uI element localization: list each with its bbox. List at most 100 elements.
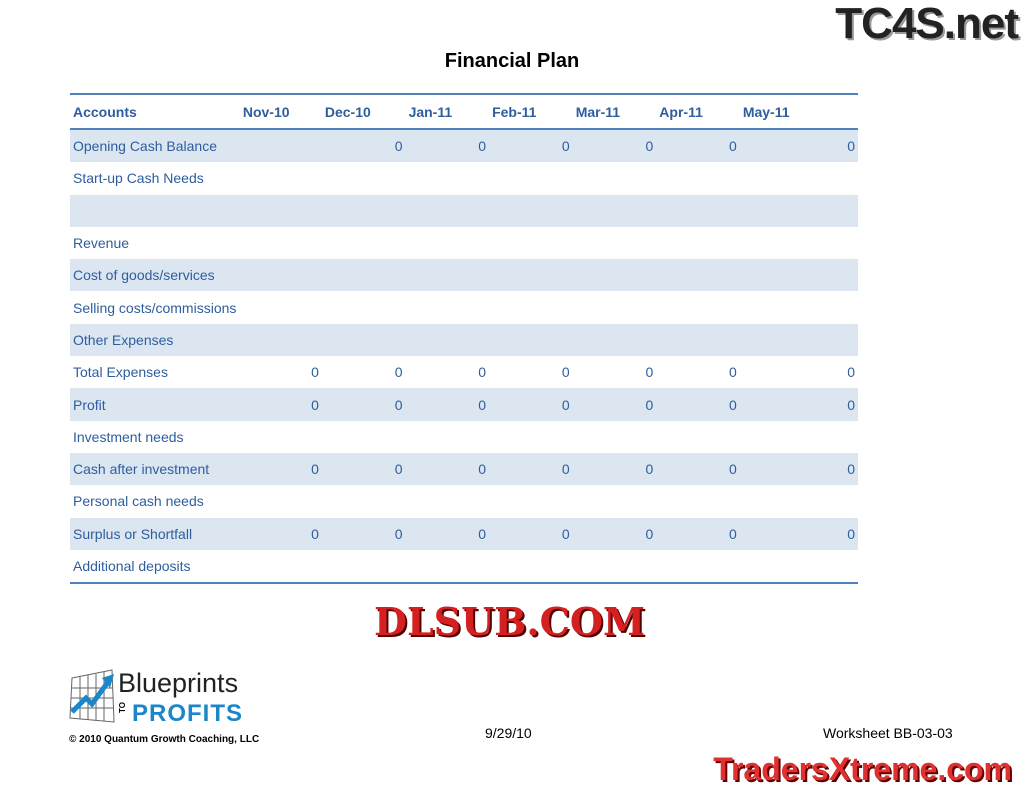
cell-value	[322, 485, 406, 517]
logo-text-profits: PROFITS	[132, 700, 244, 727]
cell-value	[740, 421, 858, 453]
cell-value: 0	[656, 388, 740, 421]
table-row: Profit 0 0 0 0 0 0 0	[70, 388, 858, 421]
cell-value	[322, 421, 406, 453]
cell-value	[573, 291, 657, 323]
cell-value	[573, 421, 657, 453]
table-row: Additional deposits	[70, 550, 858, 583]
cell-value	[740, 550, 858, 583]
chart-grid-logo-icon	[69, 669, 115, 723]
cell-value	[656, 162, 740, 194]
table-row: Investment needs	[70, 421, 858, 453]
cell-value: 0	[739, 517, 858, 550]
cell-value	[573, 485, 657, 517]
table-row: Revenue	[70, 227, 858, 259]
table-row: Cash after investment 0 0 0 0 0 0 0	[70, 452, 858, 486]
table-row	[70, 194, 858, 227]
cell-value	[406, 162, 490, 194]
column-header: Nov-10	[239, 94, 322, 130]
cell-value	[656, 259, 740, 292]
column-header: Dec-10	[321, 94, 406, 130]
logo-to: TO	[118, 702, 127, 713]
cell-value	[489, 291, 573, 323]
cell-value	[656, 421, 740, 453]
cell-value	[239, 194, 322, 227]
cell-value: 0	[572, 452, 657, 486]
table-row: Selling costs/commissions	[70, 291, 858, 323]
cell-value: 0	[561, 364, 570, 381]
column-header	[823, 94, 858, 130]
cell-value	[656, 291, 740, 323]
table-row: Opening Cash Balance 0 0 0 0 0 0	[70, 129, 858, 163]
account-label: Surplus or Shortfall	[70, 517, 240, 550]
cell-value: 0	[572, 388, 657, 421]
cell-value	[489, 194, 573, 227]
table-header: Accounts Nov-10 Dec-10 Jan-11 Feb-11 Mar-11 Ap…	[70, 94, 858, 130]
column-header: Apr-11	[656, 94, 740, 130]
blueprints-logo: Blueprints TO PROFITS	[68, 668, 268, 730]
cell-value	[739, 323, 858, 357]
cell-value	[406, 550, 490, 583]
account-label: Personal cash needs	[73, 493, 204, 510]
cell-value: 0	[405, 452, 490, 486]
cell-value	[740, 162, 858, 194]
watermark-top: TC4S.net	[835, 0, 1019, 48]
cell-value: 0	[729, 364, 737, 381]
cell-value	[321, 194, 406, 227]
cell-value	[405, 323, 490, 357]
account-label: Start-up Cash Needs	[73, 170, 204, 187]
cell-value: 0	[321, 517, 406, 550]
cell-value	[572, 323, 657, 357]
watermark-middle: DLSUB.COM	[374, 599, 646, 644]
cell-value	[489, 421, 573, 453]
cell-value	[406, 485, 490, 517]
cell-value: 0	[739, 388, 858, 421]
cell-value: 0	[311, 364, 319, 381]
cell-value	[572, 259, 657, 292]
cell-value: 0	[489, 388, 573, 421]
cell-value	[239, 323, 322, 357]
account-label: Investment needs	[73, 428, 184, 445]
cell-value	[240, 162, 322, 194]
cell-value: 0	[847, 364, 855, 381]
cell-value	[656, 550, 740, 583]
cell-value	[240, 421, 322, 453]
cell-value: 0	[239, 517, 322, 550]
date: 9/29/10	[485, 725, 532, 741]
cell-value	[240, 550, 322, 583]
table-row: Surplus or Shortfall 0 0 0 0 0 0 0	[70, 517, 858, 550]
cell-value	[656, 194, 740, 227]
column-header: Feb-11	[489, 94, 573, 130]
cell-value: 0	[405, 388, 490, 421]
cell-value: 0	[572, 129, 657, 163]
cell-value: 0	[656, 452, 740, 486]
cell-value	[656, 323, 740, 357]
account-label: Opening Cash Balance	[70, 129, 240, 163]
cell-value: 0	[489, 517, 573, 550]
cell-value	[656, 485, 740, 517]
cell-value: 0	[239, 388, 322, 421]
cell-value	[405, 194, 490, 227]
cell-value: 0	[394, 364, 403, 381]
cell-value	[322, 550, 406, 583]
account-label: Cash after investment	[70, 452, 240, 486]
cell-value	[321, 259, 406, 292]
cell-value: 0	[645, 364, 654, 381]
watermark-bottom: TradersXtreme.com	[713, 751, 1012, 787]
cell-value	[572, 194, 657, 227]
cell-value	[739, 194, 858, 227]
cell-value	[489, 550, 573, 583]
cell-value	[489, 162, 573, 194]
cell-value	[740, 291, 858, 323]
cell-value	[239, 129, 322, 163]
cell-value: 0	[478, 364, 487, 381]
cell-value	[322, 162, 406, 194]
cell-value	[656, 227, 740, 259]
cell-value: 0	[656, 517, 740, 550]
account-label: Other Expenses	[70, 323, 240, 357]
cell-value	[573, 162, 657, 194]
cell-value	[405, 259, 490, 292]
cell-value: 0	[321, 452, 406, 486]
cell-value	[740, 485, 858, 517]
cell-value	[739, 259, 858, 292]
